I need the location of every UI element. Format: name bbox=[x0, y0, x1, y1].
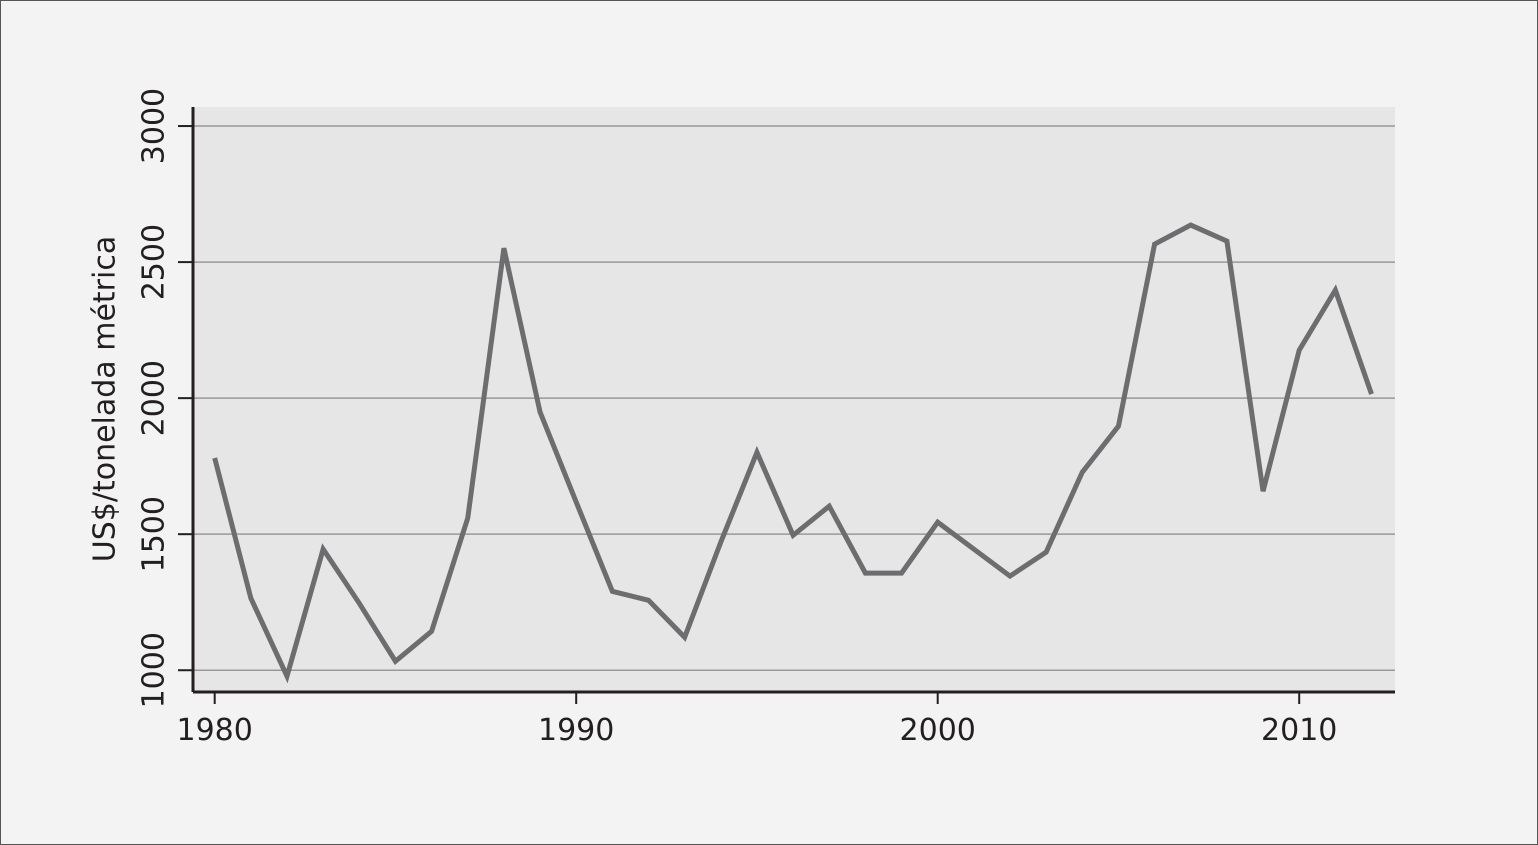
y-tick-label: 1500 bbox=[137, 496, 172, 572]
data-line bbox=[212, 222, 1374, 684]
plot-area bbox=[193, 107, 1395, 692]
y-tick-label: 2000 bbox=[137, 360, 172, 436]
x-tick-label: 1990 bbox=[538, 713, 614, 748]
y-tick-label: 3000 bbox=[137, 88, 172, 164]
y-tick-label: 2500 bbox=[137, 224, 172, 300]
x-tick-label: 1980 bbox=[177, 713, 253, 748]
x-tick-label: 2010 bbox=[1261, 713, 1337, 748]
y-axis-label: US$/tonelada métrica bbox=[88, 236, 123, 562]
x-tick-label: 2000 bbox=[900, 713, 976, 748]
y-tick-label: 1000 bbox=[137, 632, 172, 708]
